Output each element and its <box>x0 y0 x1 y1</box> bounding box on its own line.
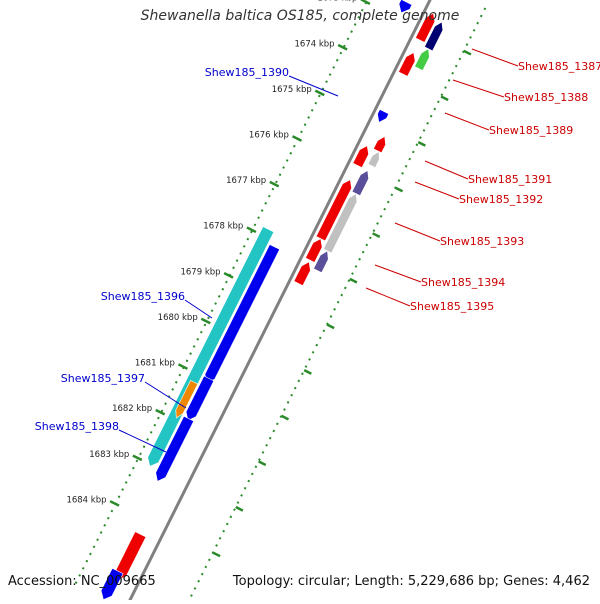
ruler-tick <box>269 180 280 188</box>
ruler-tick <box>177 363 189 370</box>
gene-shew185-1388 <box>414 48 430 71</box>
gene-label-reverse: Shew185_1394 <box>421 276 505 289</box>
gene-label-reverse: Shew185_1392 <box>459 193 543 206</box>
gene-shew185-1386 <box>415 12 436 43</box>
gene-shew185-1385 <box>398 0 413 14</box>
gene-label-leader <box>365 287 411 307</box>
gene-label-leader <box>471 48 519 67</box>
gene-label-forward: Shew185_1398 <box>35 420 119 433</box>
ruler-tick-outer <box>463 49 472 56</box>
gene-shew185-1392 <box>351 170 369 197</box>
map-title: Shewanella baltica OS185, complete genom… <box>140 8 460 24</box>
gene-shew185-1397 <box>175 379 199 419</box>
tick-label: 1676 kbp <box>249 130 289 140</box>
gene-label-leader <box>374 264 422 283</box>
ruler-tick <box>291 135 303 142</box>
tick-label: 1675 kbp <box>272 85 312 95</box>
gene-label-leader <box>288 75 339 97</box>
ruler-tick <box>200 317 211 325</box>
gene-label-reverse: Shew185_1391 <box>468 173 552 186</box>
tick-label: 1684 kbp <box>66 495 106 505</box>
ruler-tick <box>223 271 234 279</box>
gene-shew185-1396 <box>147 226 275 467</box>
gene-shew185-1394a <box>305 238 323 263</box>
ruler-tick <box>132 454 143 462</box>
gene-shew185-1391a <box>373 136 386 154</box>
ruler-tick <box>109 500 120 507</box>
gene-shew185-1400 <box>100 567 124 601</box>
gene-label-forward: Shew185_1396 <box>101 290 185 303</box>
gene-label-reverse: Shew185_1387 <box>518 60 600 73</box>
ruler-tick <box>155 408 166 416</box>
gene-shew185-1387 <box>424 21 444 52</box>
gene-label-leader <box>444 112 490 131</box>
tick-label: 1674 kbp <box>295 39 335 49</box>
gene-label-leader <box>452 79 505 98</box>
gene-label-leader <box>144 381 187 409</box>
ruler-tick-outer <box>326 323 335 330</box>
gene-label-reverse: Shew185_1395 <box>410 300 494 313</box>
tick-label: 1679 kbp <box>180 267 220 277</box>
gene-shew185-1393a <box>315 179 352 242</box>
gene-shew185-1396b <box>204 244 281 384</box>
gene-label-reverse: Shew185_1388 <box>504 91 588 104</box>
ruler-tick-outer <box>394 186 404 193</box>
ruler-tick-outer <box>235 505 244 512</box>
genome-info-text: Topology: circular; Length: 5,229,686 bp… <box>232 574 590 589</box>
gene-label-leader <box>118 429 167 453</box>
genome-backbone <box>126 0 432 604</box>
gene-label-leader <box>184 299 213 319</box>
gene-shew185-1394 <box>313 250 329 274</box>
ruler-tick <box>246 226 257 234</box>
tick-label: 1682 kbp <box>112 404 152 414</box>
gene-shew185-1398 <box>155 415 195 482</box>
ruler-tick-outer <box>258 460 267 467</box>
gene-shew185-1391 <box>367 150 380 169</box>
gene-shew185-1395 <box>293 261 311 287</box>
ruler-tick-outer <box>280 414 290 421</box>
tick-label: 1677 kbp <box>226 176 266 186</box>
ruler-tick <box>337 43 348 51</box>
gene-label-forward: Shew185_1390 <box>205 66 289 79</box>
tick-label: 1673 kbp <box>317 0 357 4</box>
tick-label: 1681 kbp <box>135 359 175 369</box>
ruler-tick-outer <box>372 232 381 239</box>
gene-label-leader <box>394 222 441 242</box>
gene-shew185-1389 <box>398 52 416 77</box>
gene-shew185-1399 <box>115 531 147 581</box>
gene-shew185-1390 <box>377 108 390 123</box>
tick-label: 1683 kbp <box>89 450 129 460</box>
tick-label: 1680 kbp <box>158 313 198 323</box>
ruler-tick-outer <box>303 369 312 375</box>
ruler-tick-outer <box>349 277 358 284</box>
gene-shew185-1397b <box>185 375 215 421</box>
tick-label: 1678 kbp <box>203 222 243 232</box>
gene-shew185-1391b <box>352 145 369 169</box>
accession-text: Accession: NC_009665 <box>8 574 156 589</box>
gene-label-forward: Shew185_1397 <box>61 372 145 385</box>
gene-label-leader <box>424 160 469 180</box>
ruler-tick <box>314 89 325 97</box>
gene-shew185-1393 <box>322 193 358 254</box>
ruler-tick <box>360 0 371 6</box>
ruler-tick-outer <box>212 551 221 558</box>
ruler-tick-outer <box>440 95 449 102</box>
gene-label-reverse: Shew185_1393 <box>440 235 524 248</box>
ruler-tick-outer <box>417 140 426 147</box>
gene-label-leader <box>414 181 460 200</box>
gene-label-reverse: Shew185_1389 <box>489 124 573 137</box>
